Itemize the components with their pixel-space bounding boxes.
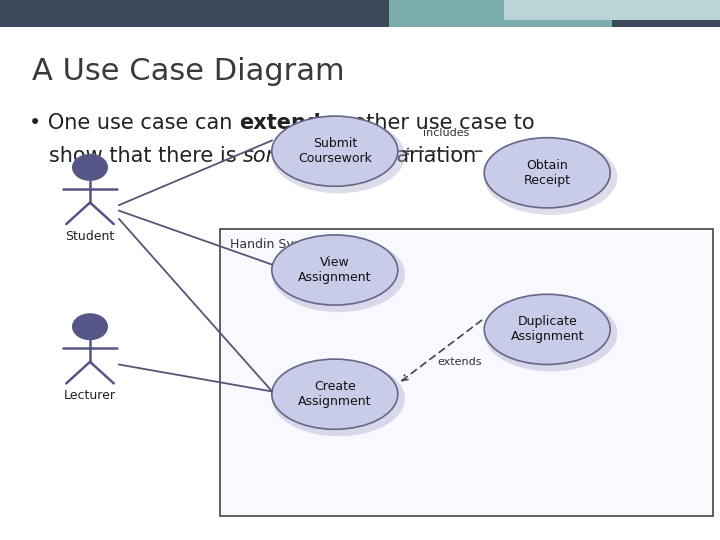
Text: Create
Assignment: Create Assignment (298, 380, 372, 408)
Text: sometimes: sometimes (243, 146, 358, 166)
Text: extend: extend (239, 113, 320, 133)
Text: includes: includes (423, 127, 469, 138)
Text: a variation: a variation (358, 146, 476, 166)
Text: Lecturer: Lecturer (64, 389, 116, 402)
Bar (389, 0, 612, 27)
Text: Duplicate
Assignment: Duplicate Assignment (510, 315, 584, 343)
Text: Obtain
Receipt: Obtain Receipt (523, 159, 571, 187)
Text: show that there is: show that there is (29, 146, 243, 166)
Circle shape (72, 154, 108, 181)
Text: Student: Student (66, 230, 114, 242)
Ellipse shape (485, 138, 611, 208)
Text: Handin System: Handin System (230, 238, 325, 251)
Ellipse shape (271, 359, 397, 429)
Ellipse shape (271, 116, 397, 186)
Ellipse shape (484, 139, 618, 215)
Ellipse shape (272, 361, 405, 436)
Bar (504, 0, 720, 20)
Circle shape (72, 313, 108, 340)
Text: extends: extends (437, 357, 482, 367)
Text: View
Assignment: View Assignment (298, 256, 372, 284)
Text: Submit
Coursework: Submit Coursework (298, 137, 372, 165)
Text: another use case to: another use case to (320, 113, 534, 133)
Ellipse shape (485, 294, 611, 364)
Text: A Use Case Diagram: A Use Case Diagram (32, 57, 345, 86)
FancyBboxPatch shape (220, 230, 713, 516)
Ellipse shape (272, 237, 405, 312)
Bar (0, 0, 720, 27)
Ellipse shape (484, 296, 618, 372)
Text: • One use case can: • One use case can (29, 113, 239, 133)
Ellipse shape (271, 235, 397, 305)
Ellipse shape (272, 118, 405, 193)
